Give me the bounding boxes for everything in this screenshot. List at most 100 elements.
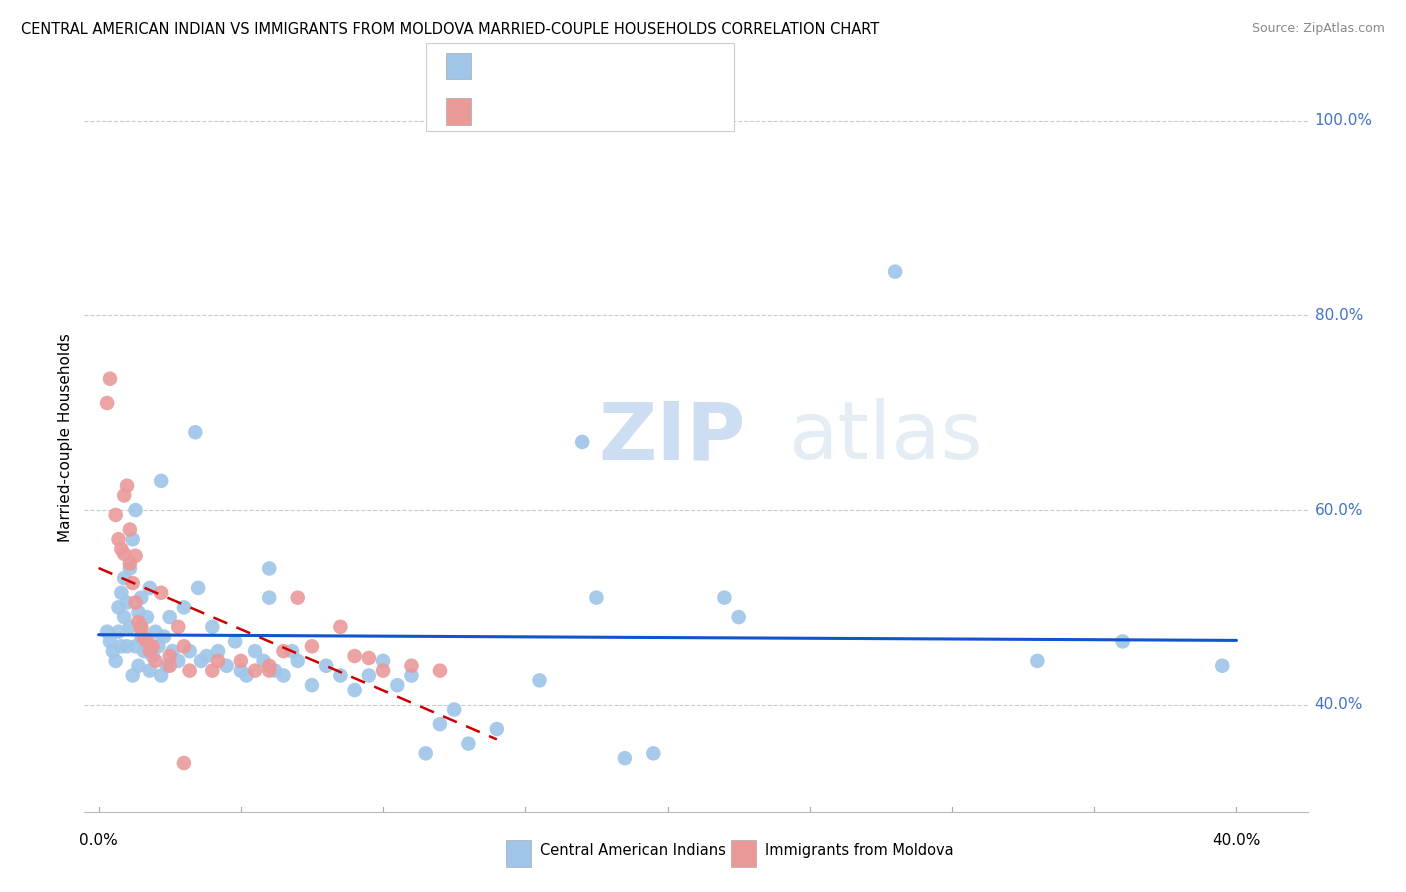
Point [101, 644, 124, 658]
Point [713, 591, 735, 605]
Point [129, 622, 152, 636]
Point [329, 668, 352, 682]
Point [127, 658, 149, 673]
Point [173, 640, 195, 654]
Point [107, 600, 129, 615]
Point [118, 523, 141, 537]
Point [259, 658, 281, 673]
Point [585, 591, 607, 605]
Point [301, 678, 323, 692]
Point [162, 644, 184, 658]
Text: N =: N = [578, 106, 621, 120]
Point [201, 664, 224, 678]
Point [132, 644, 155, 658]
Point [281, 644, 304, 658]
Point [129, 630, 152, 644]
Point [118, 561, 141, 575]
Point [142, 648, 165, 663]
Point [173, 756, 195, 770]
Point [184, 425, 207, 440]
Point [235, 668, 257, 682]
Point [104, 654, 127, 668]
Point [884, 265, 907, 279]
Text: ZIP: ZIP [598, 398, 745, 476]
Point [132, 632, 155, 646]
Point [167, 620, 190, 634]
Point [115, 479, 138, 493]
Point [243, 664, 266, 678]
Point [287, 591, 309, 605]
Point [187, 581, 209, 595]
Text: Central American Indians: Central American Indians [540, 844, 725, 858]
Point [121, 533, 143, 547]
Text: -0.071: -0.071 [517, 61, 567, 75]
Point [401, 658, 423, 673]
Point [142, 640, 165, 654]
Point [243, 644, 266, 658]
Text: R =: R = [482, 106, 516, 120]
Point [159, 610, 181, 624]
Text: 100.0%: 100.0% [1315, 113, 1372, 128]
Point [159, 658, 181, 673]
Point [150, 474, 173, 488]
Point [115, 595, 138, 609]
Text: 60.0%: 60.0% [1315, 502, 1362, 517]
Text: CENTRAL AMERICAN INDIAN VS IMMIGRANTS FROM MOLDOVA MARRIED-COUPLE HOUSEHOLDS COR: CENTRAL AMERICAN INDIAN VS IMMIGRANTS FR… [21, 22, 879, 37]
Point [190, 654, 212, 668]
Point [273, 668, 295, 682]
Point [571, 434, 593, 449]
Point [443, 702, 465, 716]
Text: atlas: atlas [787, 398, 981, 476]
Text: 40.0%: 40.0% [1212, 833, 1261, 848]
Text: N =: N = [578, 61, 621, 75]
Point [139, 581, 162, 595]
Point [343, 648, 366, 663]
Point [273, 644, 295, 658]
Point [485, 722, 508, 736]
Point [215, 658, 238, 673]
Point [159, 648, 181, 663]
Point [357, 651, 380, 665]
Point [343, 683, 366, 698]
Point [127, 605, 149, 619]
Point [107, 624, 129, 639]
Point [252, 654, 274, 668]
Text: Source: ZipAtlas.com: Source: ZipAtlas.com [1251, 22, 1385, 36]
Point [124, 640, 146, 654]
Point [136, 634, 159, 648]
Point [118, 557, 141, 571]
Point [112, 488, 135, 502]
Point [387, 678, 409, 692]
Text: 78: 78 [620, 61, 640, 75]
Point [121, 576, 143, 591]
Point [371, 664, 394, 678]
Point [167, 654, 190, 668]
Point [315, 658, 337, 673]
Point [150, 586, 173, 600]
Point [429, 664, 451, 678]
Point [129, 591, 152, 605]
Point [145, 624, 167, 639]
Point [429, 717, 451, 731]
Point [457, 737, 479, 751]
Point [110, 541, 132, 556]
Point [96, 624, 118, 639]
Text: R =: R = [482, 61, 516, 75]
Point [136, 610, 159, 624]
Point [121, 668, 143, 682]
Text: Immigrants from Moldova: Immigrants from Moldova [765, 844, 953, 858]
Y-axis label: Married-couple Households: Married-couple Households [58, 333, 73, 541]
Point [124, 503, 146, 517]
Point [301, 640, 323, 654]
Point [110, 586, 132, 600]
Point [179, 644, 201, 658]
Point [118, 620, 141, 634]
Text: 40.0%: 40.0% [1315, 698, 1362, 712]
Text: 80.0%: 80.0% [1315, 308, 1362, 323]
Text: -0.068: -0.068 [517, 106, 567, 120]
Point [207, 654, 229, 668]
Point [264, 664, 287, 678]
Text: 0.0%: 0.0% [79, 833, 118, 848]
Point [112, 610, 135, 624]
Point [287, 654, 309, 668]
